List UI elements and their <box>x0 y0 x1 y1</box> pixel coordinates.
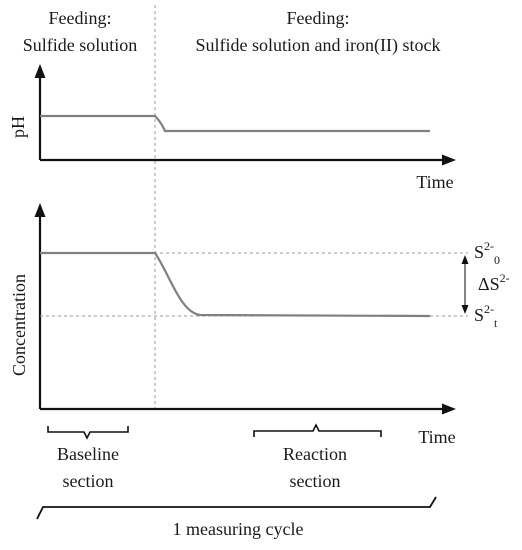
baseline-brace <box>47 426 129 440</box>
s0-label: S2-0 <box>474 239 500 267</box>
ph-x-arrowhead <box>442 154 456 166</box>
reaction-brace <box>253 423 382 437</box>
ph-x-label: Time <box>416 172 453 192</box>
reaction-section-label-1: Reaction <box>283 444 347 464</box>
baseline-section-label-2: section <box>63 471 114 491</box>
reaction-section-label-2: section <box>290 471 341 491</box>
feeding-right-title: Feeding: <box>287 8 350 28</box>
baseline-section-label-1: Baseline <box>57 444 119 464</box>
conc-x-label: Time <box>418 427 455 447</box>
ph-y-label: pH <box>8 116 28 138</box>
ph-curve <box>40 114 430 133</box>
conc-y-label: Concentration <box>9 274 29 376</box>
feeding-left-subtitle: Sulfide solution <box>23 35 138 55</box>
cycle-label: 1 measuring cycle <box>173 519 304 539</box>
delta-s-label: ΔS2- <box>478 271 510 294</box>
st-label: S2-t <box>474 302 498 330</box>
cycle-bracket <box>36 496 437 520</box>
delta-arrow-top <box>461 255 469 264</box>
ph-y-arrowhead <box>34 64 46 78</box>
conc-y-arrowhead <box>34 203 46 217</box>
feeding-right-subtitle: Sulfide solution and iron(II) stock <box>196 35 441 56</box>
feeding-left-title: Feeding: <box>49 8 112 28</box>
concentration-curve <box>40 251 431 318</box>
ph-panel: pH Time <box>8 64 456 192</box>
delta-arrow-bottom <box>461 305 469 314</box>
conc-x-arrowhead <box>442 403 456 415</box>
concentration-panel: Concentration Time S2-0 ΔS2- S2-t <box>9 203 510 447</box>
